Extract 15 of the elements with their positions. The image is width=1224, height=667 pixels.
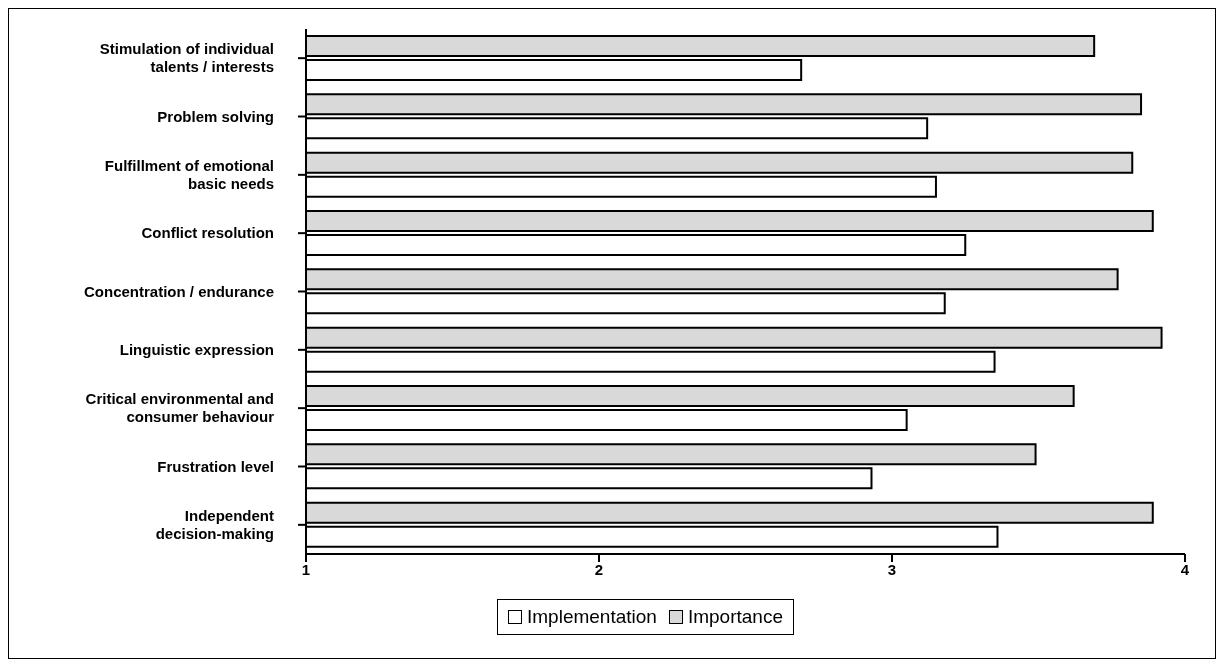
y-tick-label: Stimulation of individual talents / interests xyxy=(99,40,274,76)
y-tick-label: Linguistic expression xyxy=(119,340,274,358)
x-tick-label: 3 xyxy=(887,560,897,578)
y-tick-label: Fulfillment of emotional basic needs xyxy=(104,156,274,192)
y-tick-label: Problem solving xyxy=(157,107,274,125)
y-tick-label: Independent decision-making xyxy=(155,506,274,542)
y-tick-label: Conflict resolution xyxy=(141,224,274,242)
y-tick-label: Frustration level xyxy=(157,457,274,475)
legend-label: Importance xyxy=(686,606,783,628)
x-tick-label: 4 xyxy=(1180,560,1190,578)
legend-label: Implementation xyxy=(526,606,657,628)
x-tick-label: 2 xyxy=(594,560,604,578)
x-tick-label: 1 xyxy=(301,560,311,578)
y-tick-label: Critical environmental and consumer behaviour xyxy=(85,390,275,426)
y-tick-label: Concentration / endurance xyxy=(83,282,274,300)
